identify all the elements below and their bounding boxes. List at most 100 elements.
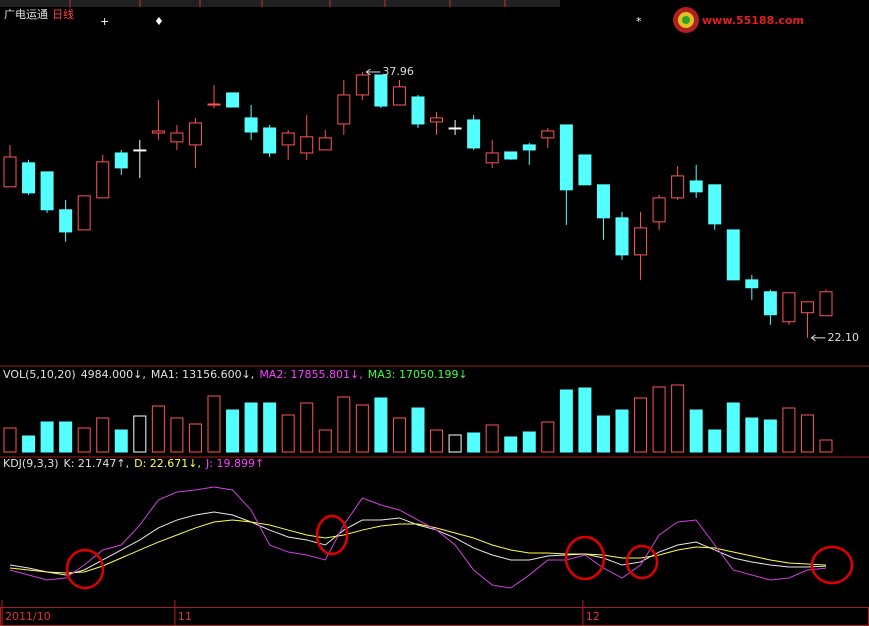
volume-bar <box>3 427 17 453</box>
candle-body <box>615 217 629 256</box>
candle-body <box>504 151 518 160</box>
candle-body <box>541 130 555 139</box>
volume-bar <box>800 414 814 453</box>
volume-bar <box>430 429 444 453</box>
candle-body <box>726 229 740 281</box>
candle-body <box>263 127 277 154</box>
annotation-arrowhead <box>810 334 816 342</box>
candle-body <box>59 209 73 233</box>
volume-bar <box>411 407 425 453</box>
volume-bar <box>448 434 462 453</box>
volume-bar <box>745 417 759 453</box>
volume-bar <box>782 407 796 453</box>
volume-bar <box>226 409 240 453</box>
volume-bar <box>726 402 740 453</box>
menu-bar <box>0 0 560 7</box>
stock-name: 广电运通 <box>4 8 48 21</box>
candle-body <box>281 132 295 146</box>
logo-text: www.55188.com <box>702 14 804 27</box>
marker: * <box>636 15 642 28</box>
candle-body <box>244 117 258 133</box>
volume-bar <box>40 421 54 453</box>
legend-text: D: 22.671↓, <box>134 457 201 470</box>
marker: + <box>100 15 109 28</box>
volume-bar <box>244 402 258 453</box>
legend-text: KDJ(9,3,3) <box>3 457 59 470</box>
candle-body <box>689 180 703 193</box>
volume-bar <box>355 404 369 453</box>
volume-bar <box>374 397 388 453</box>
kdj-line <box>9 511 827 576</box>
candle-body <box>40 171 54 211</box>
volume-bar <box>652 386 666 453</box>
candle-body <box>430 117 444 123</box>
highlight-circle <box>564 535 606 581</box>
candle-body <box>300 136 314 154</box>
candle-body <box>207 103 221 106</box>
annotation-label: 22.10 <box>827 331 859 344</box>
volume-bar <box>596 415 610 453</box>
volume-bar <box>708 429 722 453</box>
logo-icon <box>682 16 690 24</box>
legend-text: VOL(5,10,20) <box>3 368 76 381</box>
volume-bar <box>634 397 648 453</box>
candle-body <box>114 152 128 169</box>
highlight-circle <box>65 548 105 590</box>
x-tick-label: 11 <box>178 610 192 623</box>
volume-bar <box>59 421 73 453</box>
highlight-circle <box>810 545 854 585</box>
volume-bar <box>133 415 147 453</box>
candle-body <box>411 96 425 125</box>
volume-bar <box>541 421 555 453</box>
candle-body <box>578 154 592 186</box>
candle-body <box>151 130 165 134</box>
candle-body <box>96 161 110 199</box>
volume-bar <box>22 435 36 453</box>
kdj-line <box>9 519 827 574</box>
volume-bar <box>467 432 481 453</box>
candle-body <box>188 122 202 146</box>
candle-body <box>318 137 332 151</box>
candle-body <box>522 144 536 151</box>
highlight-circle <box>625 544 659 580</box>
volume-bar <box>615 409 629 453</box>
candle-body <box>485 152 499 164</box>
legend-text: J: 19.899↑ <box>205 457 264 470</box>
candle-body <box>133 149 147 152</box>
candle-body <box>170 132 184 143</box>
candle-body <box>337 94 351 125</box>
candle-body <box>226 92 240 108</box>
highlight-circle <box>315 514 349 556</box>
volume-bar <box>337 396 351 453</box>
volume-bar <box>170 417 184 453</box>
volume-bar <box>819 439 833 453</box>
volume-bar <box>96 417 110 453</box>
legend-text: MA2: 17855.801↓, <box>259 368 362 381</box>
annotations <box>65 514 854 590</box>
volume-bar <box>263 402 277 453</box>
volume-bar <box>671 384 685 453</box>
legend-text: K: 21.747↑, <box>64 457 130 470</box>
candle-body <box>3 156 17 188</box>
logo: www.55188.com <box>673 7 804 33</box>
x-tick-label: 2011/10 <box>5 610 51 623</box>
marker: ♦ <box>154 15 164 28</box>
volume-bar <box>485 424 499 453</box>
candle-body <box>77 195 91 231</box>
annotation-label: 37.96 <box>382 65 414 78</box>
candle-body <box>559 124 573 191</box>
annotation-arrowhead <box>365 68 371 76</box>
volume-bar <box>318 429 332 453</box>
legend-text: 4984.000↓, <box>81 368 146 381</box>
volume-bar <box>114 429 128 453</box>
candle-body <box>652 197 666 223</box>
candle-body <box>782 292 796 323</box>
volume-bar <box>522 431 536 453</box>
x-tick-label: 12 <box>586 610 600 623</box>
volume-bar <box>77 427 91 453</box>
period: 日线 <box>52 7 74 21</box>
volume-bar <box>281 414 295 453</box>
